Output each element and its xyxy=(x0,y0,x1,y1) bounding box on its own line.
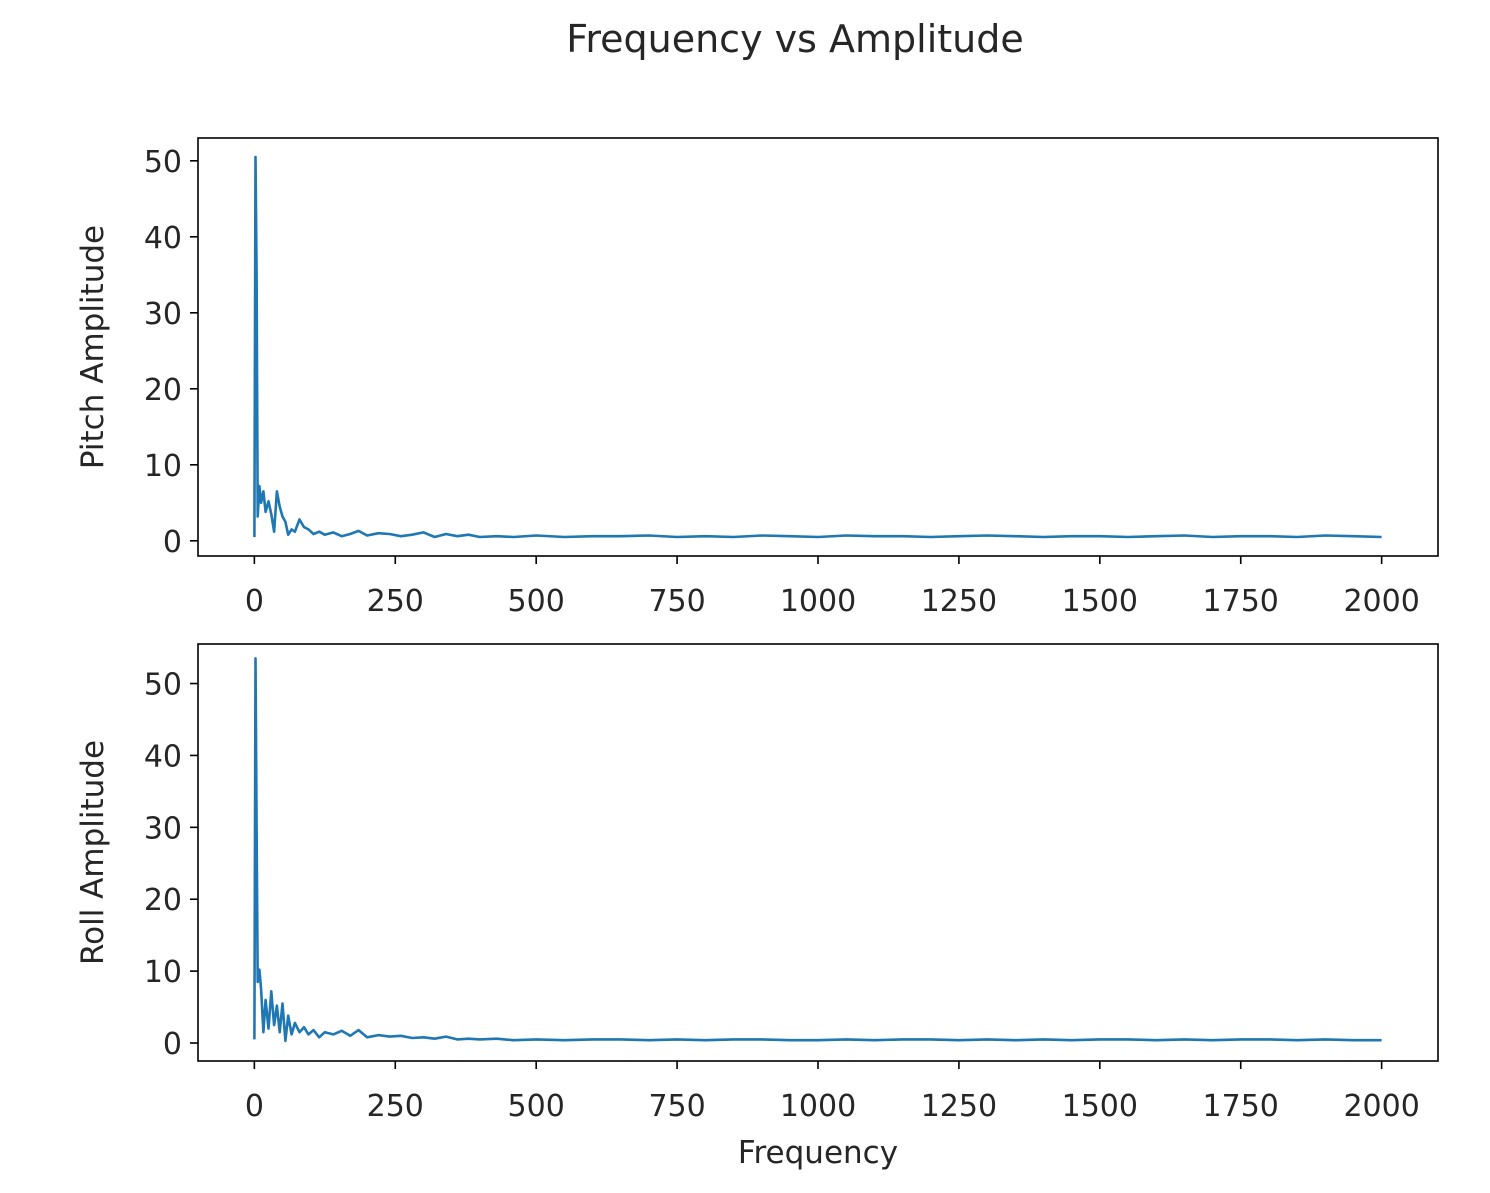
pitch-x-tick-label: 1500 xyxy=(1062,584,1138,619)
pitch-x-tick-label: 1000 xyxy=(780,584,856,619)
pitch-y-tick-label: 50 xyxy=(144,145,182,180)
roll-x-tick-label: 0 xyxy=(245,1089,264,1124)
roll-y-tick-label: 30 xyxy=(144,811,182,846)
roll-x-tick-label: 1500 xyxy=(1062,1089,1138,1124)
figure-title: Frequency vs Amplitude xyxy=(566,17,1023,61)
roll-x-tick-label: 750 xyxy=(648,1089,705,1124)
pitch-x-tick-label: 2000 xyxy=(1343,584,1419,619)
roll-y-tick-label: 50 xyxy=(144,668,182,703)
x-axis-label: Frequency xyxy=(738,1135,898,1171)
roll-amplitude-line xyxy=(253,657,1382,1043)
pitch-x-tick-label: 0 xyxy=(245,584,264,619)
roll-y-tick-label: 20 xyxy=(144,883,182,918)
roll-x-tick-label: 250 xyxy=(367,1089,424,1124)
pitch-y-tick-label: 40 xyxy=(144,221,182,256)
pitch-amplitude-subplot: 0 250 500 750 1000 1250 1500 1750 2000 0 10 20 30 40 5… xyxy=(75,137,1439,619)
roll-y-axis-label: Roll Amplitude xyxy=(75,740,111,965)
pitch-x-tick-label: 1250 xyxy=(921,584,997,619)
roll-x-tick-label: 2000 xyxy=(1343,1089,1419,1124)
roll-x-tick-label: 1250 xyxy=(921,1089,997,1124)
roll-y-tick-label: 40 xyxy=(144,739,182,774)
roll-x-tick-label: 1000 xyxy=(780,1089,856,1124)
pitch-x-tick-label: 500 xyxy=(508,584,565,619)
pitch-y-axis-label: Pitch Amplitude xyxy=(75,225,111,469)
roll-y-tick-label: 0 xyxy=(163,1027,182,1062)
pitch-y-tick-label: 30 xyxy=(144,297,182,332)
pitch-x-tick-label: 1750 xyxy=(1203,584,1279,619)
pitch-y-tick-label: 20 xyxy=(144,373,182,408)
roll-x-tick-label: 500 xyxy=(508,1089,565,1124)
pitch-y-tick-label: 0 xyxy=(163,525,182,560)
pitch-x-tick-label: 750 xyxy=(648,584,705,619)
pitch-amplitude-line xyxy=(253,155,1382,539)
roll-y-tick-label: 10 xyxy=(144,955,182,990)
roll-amplitude-subplot: 0 250 500 750 1000 1250 1500 1750 2000 0 10 20 30 40 5… xyxy=(75,643,1439,1171)
pitch-y-tick-label: 10 xyxy=(144,449,182,484)
roll-x-tick-label: 1750 xyxy=(1203,1089,1279,1124)
pitch-x-tick-label: 250 xyxy=(367,584,424,619)
